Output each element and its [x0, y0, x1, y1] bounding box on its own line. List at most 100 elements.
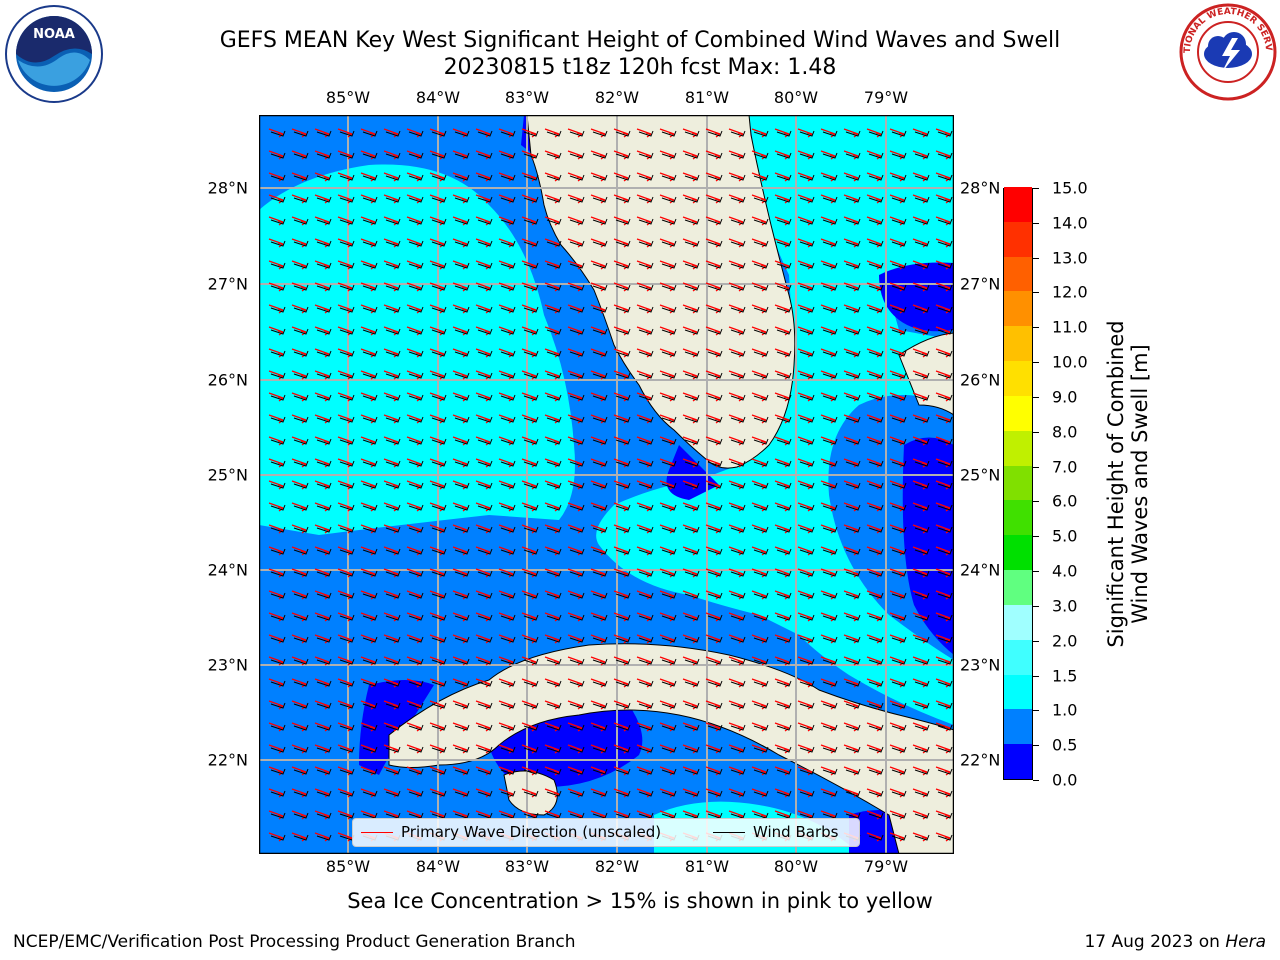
wind-barb [592, 240, 608, 247]
colorbar-tick-label: 0.0 [1052, 770, 1078, 790]
wind-barb [546, 328, 562, 335]
wind-barb [845, 372, 861, 379]
wind-barb [316, 460, 332, 467]
wind-barb [730, 174, 746, 181]
wind-barb [845, 482, 861, 489]
wind-barb [339, 702, 355, 709]
colorbar-tick-label: 1.5 [1052, 666, 1078, 686]
wind-barb [707, 350, 723, 357]
wind-barb [937, 746, 953, 753]
wind-barb [753, 262, 769, 269]
wind-barb [753, 196, 769, 203]
wind-barb [454, 504, 470, 511]
wind-barb [270, 504, 286, 511]
wind-barb [638, 658, 654, 665]
wind-barb [776, 460, 792, 467]
wind-barb [822, 724, 838, 731]
wind-barb [592, 548, 608, 555]
wind-barb [293, 570, 309, 577]
wind-barb [339, 526, 355, 533]
wind-barb [293, 460, 309, 467]
wind-barb [523, 372, 539, 379]
colorbar-tick-mark [1033, 780, 1039, 781]
wind-barb [270, 812, 286, 819]
wind-barb [845, 614, 861, 621]
wind-barb [937, 372, 953, 379]
colorbar-segment [1004, 395, 1032, 431]
wind-barb [638, 196, 654, 203]
wind-barb [868, 328, 884, 335]
wind-barb [500, 636, 516, 643]
wind-barb [753, 526, 769, 533]
lon-label-top: 80°W [773, 88, 819, 107]
wind-barb [845, 636, 861, 643]
wind-barb [385, 746, 401, 753]
lat-label-right: 27°N [960, 274, 1001, 294]
wind-barb [776, 130, 792, 137]
wind-barb [270, 482, 286, 489]
wind-barb [822, 746, 838, 753]
wind-barb [707, 592, 723, 599]
wind-barb [362, 724, 378, 731]
wind-barb [385, 724, 401, 731]
wind-barb [776, 284, 792, 291]
wind-barb [454, 416, 470, 423]
wind-barb [569, 658, 585, 665]
wind-barb [431, 460, 447, 467]
colorbar-tick-label: 3.0 [1052, 596, 1078, 616]
wind-barb [776, 614, 792, 621]
wind-barb [569, 240, 585, 247]
wind-barb [316, 130, 332, 137]
wind-barb [408, 438, 424, 445]
wind-barb [615, 284, 631, 291]
wind-barb [546, 592, 562, 599]
wind-barb [569, 196, 585, 203]
wind-barb [776, 218, 792, 225]
wind-barb [431, 328, 447, 335]
wind-barb [523, 768, 539, 775]
wind-barb [638, 702, 654, 709]
wind-barb [684, 306, 700, 313]
wind-barb [385, 174, 401, 181]
wind-barb [477, 570, 493, 577]
wind-barb [546, 548, 562, 555]
wind-barb [339, 658, 355, 665]
wind-barb [408, 350, 424, 357]
wind-barb [661, 130, 677, 137]
wave-band-0-0-0-5-b [879, 262, 954, 332]
wind-barb [776, 592, 792, 599]
wind-barb [776, 240, 792, 247]
wind-barb [845, 152, 861, 159]
wind-barb [868, 658, 884, 665]
wind-barb [339, 636, 355, 643]
wind-barb [316, 570, 332, 577]
wind-barb [385, 680, 401, 687]
wind-barb [937, 548, 953, 555]
wind-barb [891, 658, 907, 665]
wind-barb [592, 790, 608, 797]
wind-barb [730, 768, 746, 775]
wind-barb [914, 680, 930, 687]
wind-barb [753, 130, 769, 137]
wind-barb [937, 174, 953, 181]
wind-barb [270, 658, 286, 665]
wind-barb [799, 592, 815, 599]
wind-barb [661, 570, 677, 577]
wind-barb [868, 548, 884, 555]
wind-barb [546, 174, 562, 181]
wind-barb [592, 174, 608, 181]
wind-barb [500, 306, 516, 313]
wind-barb [431, 570, 447, 577]
lon-label-top: 81°W [684, 88, 730, 107]
wind-barb [293, 812, 309, 819]
wind-barb [684, 152, 700, 159]
wind-barb [891, 504, 907, 511]
black-line-icon [713, 832, 745, 833]
wind-barb [891, 218, 907, 225]
wind-barb [339, 284, 355, 291]
wind-barb [431, 218, 447, 225]
wind-barb [523, 350, 539, 357]
wind-barb [477, 328, 493, 335]
wind-barb [776, 196, 792, 203]
wind-barb [408, 372, 424, 379]
